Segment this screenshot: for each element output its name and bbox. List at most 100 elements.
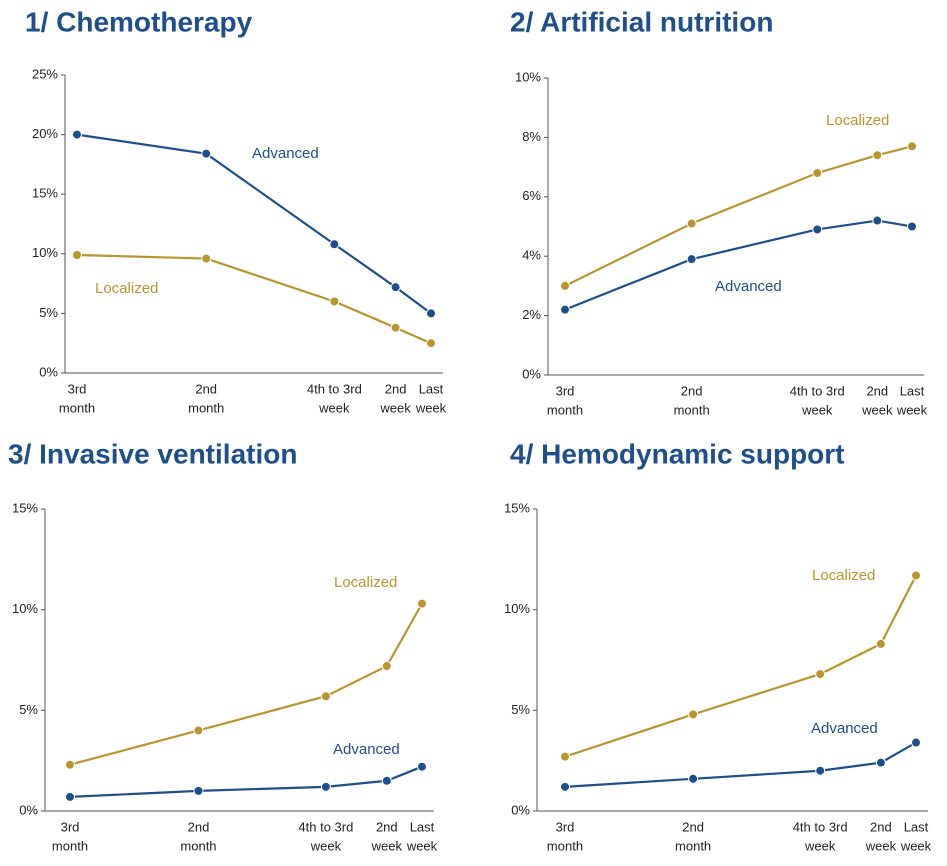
data-point bbox=[72, 249, 82, 260]
chart-title: 3/ Invasive ventilation bbox=[8, 438, 297, 469]
y-tick-label: 15% bbox=[32, 186, 58, 201]
series-line bbox=[69, 765, 423, 799]
series-label: Advanced bbox=[252, 145, 319, 162]
x-tick-label: week bbox=[861, 402, 893, 417]
data-point bbox=[686, 218, 697, 229]
data-point bbox=[688, 773, 699, 784]
chart-title: 2/ Artificial nutrition bbox=[510, 6, 773, 37]
data-point bbox=[875, 757, 886, 768]
y-tick-label: 10% bbox=[504, 601, 530, 616]
y-tick-label: 4% bbox=[522, 248, 541, 263]
data-point bbox=[815, 765, 826, 776]
y-tick-label: 15% bbox=[12, 500, 38, 515]
data-point bbox=[381, 775, 392, 786]
x-tick-label: Last bbox=[904, 819, 929, 834]
series-label: Localized bbox=[812, 567, 875, 584]
x-tick-label: month bbox=[547, 402, 583, 417]
y-tick-label: 15% bbox=[504, 500, 530, 515]
x-tick-label: 4th to 3rd bbox=[298, 819, 353, 834]
x-tick-label: week bbox=[310, 838, 342, 853]
data-point bbox=[417, 598, 427, 609]
data-point bbox=[875, 638, 886, 649]
data-point bbox=[320, 691, 331, 702]
x-tick-label: 2nd bbox=[866, 383, 888, 398]
x-tick-label: week bbox=[318, 400, 350, 415]
data-point bbox=[812, 224, 823, 235]
x-tick-label: 2nd bbox=[870, 819, 892, 834]
y-tick-label: 10% bbox=[32, 245, 58, 260]
data-point bbox=[201, 253, 212, 264]
y-tick-label: 10% bbox=[12, 601, 38, 616]
x-tick-label: month bbox=[547, 838, 583, 853]
x-tick-label: 4th to 3rd bbox=[793, 819, 848, 834]
data-point bbox=[911, 570, 921, 581]
x-tick-label: week bbox=[371, 838, 403, 853]
data-point bbox=[812, 168, 823, 179]
x-tick-label: 2nd bbox=[385, 381, 407, 396]
data-point bbox=[426, 308, 436, 319]
x-tick-label: 2nd bbox=[188, 819, 210, 834]
y-tick-label: 0% bbox=[511, 802, 530, 817]
x-tick-label: week bbox=[896, 402, 928, 417]
y-tick-label: 10% bbox=[515, 69, 541, 84]
x-tick-label: month bbox=[674, 402, 710, 417]
data-point bbox=[907, 141, 917, 152]
x-tick-label: 4th to 3rd bbox=[307, 381, 362, 396]
x-tick-label: month bbox=[59, 400, 95, 415]
x-tick-label: week bbox=[415, 400, 447, 415]
data-point bbox=[72, 129, 82, 140]
series-line bbox=[564, 219, 913, 311]
x-tick-label: 3rd bbox=[61, 819, 80, 834]
x-tick-label: 3rd bbox=[556, 819, 575, 834]
x-tick-label: 3rd bbox=[556, 383, 575, 398]
x-tick-label: 3rd bbox=[68, 381, 87, 396]
y-tick-label: 5% bbox=[19, 702, 38, 717]
x-tick-label: month bbox=[675, 838, 711, 853]
x-tick-label: 2nd bbox=[682, 819, 704, 834]
data-point bbox=[560, 781, 570, 792]
series-label: Advanced bbox=[715, 278, 782, 295]
x-tick-label: Last bbox=[410, 819, 435, 834]
x-tick-label: 2nd bbox=[195, 381, 217, 396]
data-point bbox=[911, 737, 921, 748]
data-point bbox=[390, 322, 401, 333]
data-point bbox=[193, 785, 204, 796]
data-point bbox=[426, 338, 436, 349]
series-label: Advanced bbox=[811, 720, 878, 737]
data-point bbox=[560, 304, 570, 315]
x-tick-label: 2nd bbox=[376, 819, 398, 834]
data-point bbox=[417, 761, 427, 772]
x-tick-label: month bbox=[180, 838, 216, 853]
y-tick-label: 5% bbox=[511, 702, 530, 717]
data-point bbox=[320, 781, 331, 792]
y-tick-label: 25% bbox=[32, 66, 58, 81]
data-point bbox=[815, 669, 826, 680]
data-point bbox=[329, 239, 340, 250]
data-point bbox=[688, 709, 699, 720]
chart-title: 4/ Hemodynamic support bbox=[510, 438, 845, 469]
y-tick-label: 8% bbox=[522, 129, 541, 144]
y-tick-label: 0% bbox=[19, 802, 38, 817]
y-tick-label: 5% bbox=[39, 305, 58, 320]
x-tick-label: 4th to 3rd bbox=[790, 383, 845, 398]
x-tick-label: week bbox=[865, 838, 897, 853]
data-point bbox=[390, 282, 401, 293]
y-tick-label: 2% bbox=[522, 307, 541, 322]
data-point bbox=[907, 221, 917, 232]
x-tick-label: week bbox=[900, 838, 932, 853]
x-tick-label: week bbox=[801, 402, 833, 417]
x-tick-label: week bbox=[379, 400, 411, 415]
data-point bbox=[381, 661, 392, 672]
y-tick-label: 0% bbox=[39, 364, 58, 379]
x-tick-label: week bbox=[406, 838, 438, 853]
x-tick-label: Last bbox=[900, 383, 925, 398]
series-line bbox=[564, 741, 917, 788]
series-label: Localized bbox=[334, 574, 397, 591]
data-point bbox=[872, 215, 883, 226]
data-point bbox=[872, 150, 883, 161]
data-point bbox=[65, 759, 75, 770]
data-point bbox=[65, 791, 75, 802]
x-tick-label: month bbox=[52, 838, 88, 853]
y-tick-label: 0% bbox=[522, 366, 541, 381]
